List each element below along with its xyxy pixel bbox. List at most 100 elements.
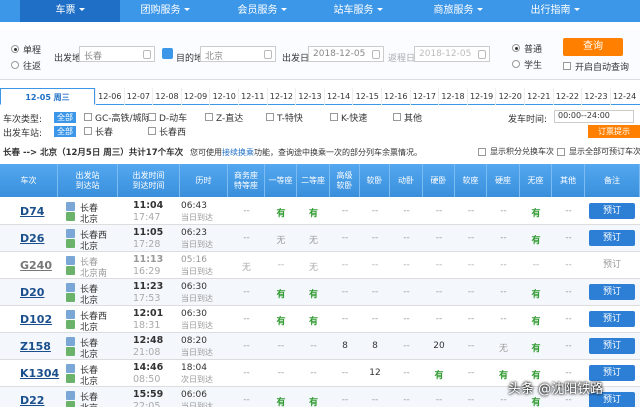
train-number[interactable]: D22	[20, 394, 45, 407]
input-box[interactable]: 2018-12-05	[414, 46, 490, 62]
time-select[interactable]: 00:00--24:00	[554, 110, 634, 123]
hint-link[interactable]: 接续换乘	[222, 148, 254, 157]
seat-availability: --	[277, 368, 285, 378]
checkbox[interactable]	[266, 113, 274, 121]
checkbox[interactable]	[205, 113, 213, 121]
date-tab[interactable]: 12-06	[95, 88, 124, 105]
seat-availability[interactable]: 有	[276, 290, 286, 300]
duration: 08:20	[181, 336, 207, 346]
seat-availability[interactable]: 有	[276, 209, 286, 219]
tips-button[interactable]: 订票提示	[588, 125, 640, 138]
date-tab[interactable]: 12-10	[209, 88, 238, 105]
seat-availability[interactable]: 有	[308, 290, 318, 300]
passenger-type: 学生	[524, 61, 543, 71]
all-button[interactable]: 全部	[54, 126, 76, 137]
checkbox[interactable]	[148, 113, 156, 121]
book-button[interactable]: 预订	[589, 284, 635, 300]
seat-availability[interactable]: 有	[434, 371, 444, 381]
seat-availability: --	[341, 395, 349, 405]
seat-availability[interactable]: 有	[531, 398, 541, 407]
seat-availability[interactable]: 有	[308, 317, 318, 327]
nav-item[interactable]: 车票	[40, 0, 100, 22]
radio[interactable]	[11, 61, 19, 69]
date-tab[interactable]: 12-07	[123, 88, 153, 105]
seat-availability[interactable]: 有	[531, 371, 541, 381]
nav-item[interactable]: 出行指南	[525, 0, 585, 22]
all-button[interactable]: 全部	[54, 112, 76, 123]
radio[interactable]	[512, 44, 520, 52]
date-tab[interactable]: 12-13	[295, 88, 324, 105]
seat-availability[interactable]: 有	[276, 398, 286, 407]
date-tab[interactable]: 12-16	[381, 88, 410, 105]
train-number[interactable]: Z158	[20, 340, 51, 353]
checkbox[interactable]	[563, 62, 571, 70]
train-number[interactable]: G240	[20, 259, 52, 272]
nav-arrow	[376, 8, 383, 14]
checkbox[interactable]	[84, 127, 92, 135]
date-tab[interactable]: 12-20	[495, 88, 524, 105]
input-box[interactable]: 北京	[200, 46, 276, 62]
seat-availability[interactable]: 有	[531, 236, 541, 246]
row	[0, 252, 640, 279]
train-number[interactable]: D26	[20, 232, 45, 245]
seat-availability[interactable]: 20	[433, 341, 445, 351]
seat-availability[interactable]: 有	[498, 371, 508, 381]
nav-item[interactable]: 商旅服务	[428, 0, 488, 22]
checkbox[interactable]	[84, 113, 92, 121]
seat-availability: --	[243, 287, 250, 297]
nav-item[interactable]: 团购服务	[135, 0, 195, 22]
from-station: 长春	[80, 393, 99, 403]
seat-availability: 无	[498, 344, 508, 354]
train-number[interactable]: D20	[20, 286, 45, 299]
date-tab[interactable]: 12-09	[180, 88, 210, 105]
seat-availability[interactable]: 有	[308, 209, 318, 219]
seat-availability: --	[467, 260, 475, 270]
date-tab[interactable]: 12-18	[438, 88, 467, 105]
date-tab[interactable]: 12-24	[609, 88, 639, 105]
input-box[interactable]: 2018-12-05	[308, 46, 384, 62]
train-number[interactable]: D102	[20, 313, 53, 326]
book-button[interactable]: 预订	[589, 392, 635, 407]
seat-availability[interactable]: 有	[531, 209, 541, 219]
date-tab[interactable]: 12-23	[581, 88, 610, 105]
seat-availability[interactable]: 有	[531, 317, 541, 327]
checkbox[interactable]	[393, 113, 401, 121]
seat-availability[interactable]: 12	[369, 368, 381, 378]
query-button[interactable]: 查询	[563, 38, 623, 56]
date-tab[interactable]: 12-14	[323, 88, 353, 105]
book-button[interactable]: 预订	[589, 203, 635, 219]
radio[interactable]	[11, 45, 19, 53]
seat-availability[interactable]: 8	[342, 341, 348, 351]
date-tab[interactable]: 12-12	[266, 88, 296, 105]
nav-item[interactable]: 站车服务	[328, 0, 388, 22]
checkbox[interactable]	[148, 127, 156, 135]
date-tab[interactable]: 12-11	[238, 88, 267, 105]
radio-dot	[13, 47, 17, 51]
seat-availability[interactable]: 有	[308, 398, 318, 407]
book-button[interactable]: 预订	[589, 311, 635, 327]
date-tab[interactable]: 12-17	[409, 88, 439, 105]
date-tab[interactable]: 12-05 周三	[0, 88, 95, 105]
checkbox[interactable]	[557, 148, 565, 156]
seat-availability[interactable]: 有	[276, 317, 286, 327]
book-button[interactable]: 预订	[589, 338, 635, 354]
seat-availability[interactable]: 有	[531, 344, 541, 354]
date-tab[interactable]: 12-08	[152, 88, 181, 105]
date-tab[interactable]: 12-15	[352, 88, 381, 105]
radio[interactable]	[512, 60, 520, 68]
seat-availability[interactable]: 8	[372, 341, 378, 351]
input-box[interactable]: 长春	[79, 46, 155, 62]
swap-icon[interactable]	[162, 48, 173, 59]
train-type: Z-直达	[216, 114, 244, 124]
book-button[interactable]: 预订	[589, 230, 635, 246]
train-number[interactable]: K1304	[20, 367, 60, 380]
train-number[interactable]: D74	[20, 205, 45, 218]
checkbox[interactable]	[478, 148, 486, 156]
seat-availability[interactable]: 有	[531, 290, 541, 300]
date-tab[interactable]: 12-21	[524, 88, 553, 105]
date-tab[interactable]: 12-22	[552, 88, 582, 105]
checkbox[interactable]	[330, 113, 338, 121]
date-tab[interactable]: 12-19	[466, 88, 496, 105]
nav-item[interactable]: 会员服务	[232, 0, 292, 22]
book-button[interactable]: 预订	[589, 365, 635, 381]
